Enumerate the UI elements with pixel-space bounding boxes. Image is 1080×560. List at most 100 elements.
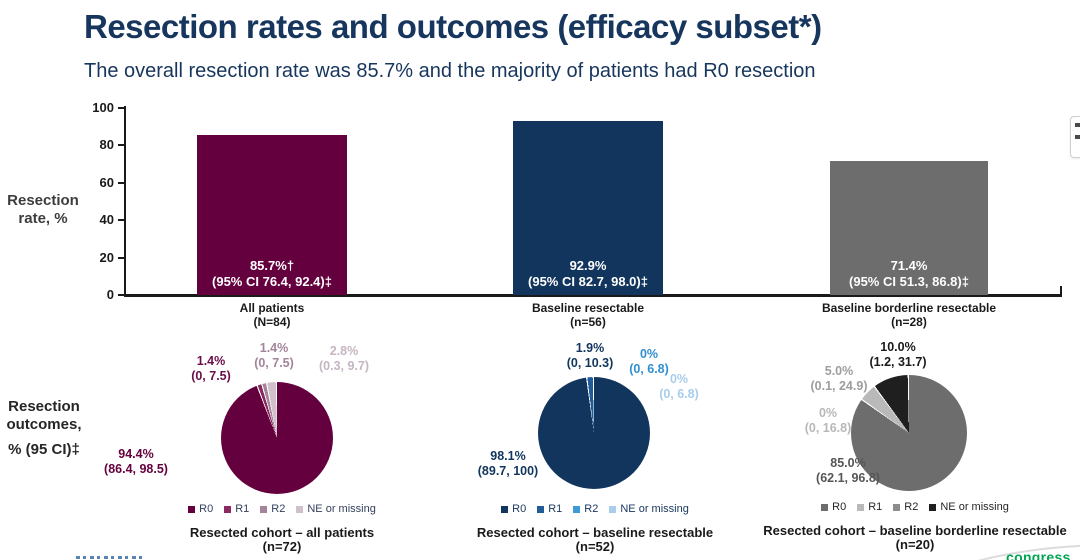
legend-item-ne-or-missing: NE or missing bbox=[296, 503, 376, 515]
pie1-callout-r0: 94.4% (86.4, 98.5) bbox=[104, 447, 168, 476]
pie1-callout-r1: 1.4% (0, 7.5) bbox=[191, 354, 231, 383]
legend-swatch-icon bbox=[893, 503, 901, 511]
category-line1: Baseline borderline resectable bbox=[821, 301, 997, 315]
legend-label: R1 bbox=[548, 503, 563, 515]
y-tick-label: 60 bbox=[99, 174, 114, 190]
outcomes-line3: % (95 CI)‡ bbox=[8, 441, 80, 458]
legend-item-r2: R2 bbox=[893, 501, 918, 513]
legend-label: R1 bbox=[235, 503, 250, 515]
bar-pct: 92.9% bbox=[569, 258, 607, 273]
outcomes-line2: outcomes, bbox=[6, 416, 82, 433]
legend-label: NE or missing bbox=[307, 503, 376, 515]
category-line2: (n=28) bbox=[891, 315, 927, 329]
page-subtitle: The overall resection rate was 85.7% and… bbox=[84, 60, 816, 82]
legend-label: R2 bbox=[271, 503, 286, 515]
y-tick-label: 80 bbox=[99, 137, 114, 153]
pie-baseline-borderline bbox=[851, 375, 967, 491]
clipped-toolbar-panel[interactable] bbox=[1070, 116, 1080, 158]
bar-baseline-resectable: 92.9% (95% CI 82.7, 98.0)‡ bbox=[513, 121, 663, 295]
legend-label: R0 bbox=[512, 503, 527, 515]
pie-baseline-resectable bbox=[538, 377, 650, 489]
legend-item-r2: R2 bbox=[573, 503, 598, 515]
legend-item-r0: R0 bbox=[821, 501, 846, 513]
pie3-callout-ne: 10.0% (1.2, 31.7) bbox=[869, 340, 927, 369]
legend-swatch-icon bbox=[296, 505, 304, 513]
bar-value-label: 92.9% (95% CI 82.7, 98.0)‡ bbox=[513, 258, 663, 295]
pie1-callout-r2: 1.4% (0, 7.5) bbox=[254, 341, 294, 370]
category-label-baseline-resectable: Baseline resectable (n=56) bbox=[478, 301, 698, 329]
legend-swatch-icon bbox=[609, 505, 617, 513]
pie3-callout-r1: 5.0% (0.1, 24.9) bbox=[810, 364, 868, 393]
legend-label: R2 bbox=[584, 503, 599, 515]
bar-pct: 85.7%† bbox=[249, 258, 295, 273]
legend-swatch-icon bbox=[573, 505, 581, 513]
y-tick-label: 40 bbox=[99, 212, 114, 228]
bar-ci: (95% CI 82.7, 98.0)‡ bbox=[528, 274, 648, 289]
pie2-callout-r1: 1.9% (0, 10.3) bbox=[566, 341, 614, 370]
category-label-baseline-borderline: Baseline borderline resectable (n=28) bbox=[779, 301, 1039, 329]
legend-item-ne-or-missing: NE or missing bbox=[609, 503, 689, 515]
legend-label: R0 bbox=[199, 503, 214, 515]
y-axis-title-line1: Resection bbox=[7, 192, 79, 209]
category-label-all-patients: All patients (N=84) bbox=[172, 301, 372, 329]
y-tick-mark bbox=[118, 256, 124, 259]
pie2-caption: Resected cohort – baseline resectable (n… bbox=[476, 525, 714, 554]
bar-baseline-borderline-resectable: 71.4% (95% CI 51.3, 86.8)‡ bbox=[830, 161, 988, 295]
pie-circle bbox=[538, 377, 650, 489]
x-axis-end-tick bbox=[1060, 286, 1062, 294]
legend-item-ne-or-missing: NE or missing bbox=[929, 501, 1009, 513]
outcomes-row-title: Resection outcomes, % (95 CI)‡ bbox=[2, 398, 86, 459]
bar-value-label: 85.7%† (95% CI 76.4, 92.4)‡ bbox=[197, 258, 347, 295]
y-tick-label: 0 bbox=[106, 287, 114, 302]
legend-label: R1 bbox=[868, 501, 883, 513]
y-axis-title-line2: rate, % bbox=[18, 210, 68, 227]
pie2-callout-r2: 0% (0, 6.8) bbox=[629, 347, 669, 376]
pie1-caption: Resected cohort – all patients (n=72) bbox=[189, 525, 375, 554]
y-tick-label: 20 bbox=[99, 249, 114, 265]
legend-label: NE or missing bbox=[940, 501, 1009, 513]
category-line1: Baseline resectable bbox=[531, 301, 645, 315]
pie2-legend: R0 R1 R2 NE or missing bbox=[480, 503, 710, 515]
toolbar-glyph bbox=[1075, 123, 1080, 127]
outcomes-line1: Resection bbox=[8, 398, 80, 415]
legend-swatch-icon bbox=[260, 505, 268, 513]
pie-all-patients bbox=[221, 382, 333, 494]
legend-item-r1: R1 bbox=[224, 503, 249, 515]
pie2-callout-ne: 0% (0, 6.8) bbox=[659, 372, 699, 401]
legend-swatch-icon bbox=[188, 505, 196, 513]
legend-swatch-icon bbox=[929, 503, 937, 511]
pie2-callout-r0: 98.1% (89.7, 100) bbox=[477, 449, 539, 478]
category-line2: (N=84) bbox=[253, 315, 291, 329]
category-line1: All patients bbox=[239, 301, 305, 315]
y-tick-mark bbox=[118, 219, 124, 222]
legend-swatch-icon bbox=[857, 503, 865, 511]
legend-item-r1: R1 bbox=[537, 503, 562, 515]
pie1-legend: R0 R1 R2 NE or missing bbox=[172, 503, 392, 515]
category-line2: (n=56) bbox=[570, 315, 606, 329]
legend-item-r0: R0 bbox=[501, 503, 526, 515]
legend-item-r2: R2 bbox=[260, 503, 285, 515]
bar-all-patients: 85.7%† (95% CI 76.4, 92.4)‡ bbox=[197, 134, 347, 295]
congress-watermark-fragment: congress bbox=[1006, 549, 1071, 560]
pie-circle bbox=[221, 382, 333, 494]
y-tick-mark bbox=[118, 107, 124, 109]
pie-circle bbox=[851, 375, 967, 491]
legend-item-r1: R1 bbox=[857, 501, 882, 513]
y-tick-mark bbox=[118, 294, 124, 296]
y-tick-label: 100 bbox=[92, 100, 114, 115]
y-axis-line bbox=[124, 106, 126, 296]
bar-value-label: 71.4% (95% CI 51.3, 86.8)‡ bbox=[830, 258, 988, 295]
pie3-caption: Resected cohort – baseline borderline re… bbox=[763, 523, 1067, 552]
y-axis-title: Resection rate, % bbox=[2, 192, 84, 228]
legend-swatch-icon bbox=[537, 505, 545, 513]
legend-label: R2 bbox=[904, 501, 919, 513]
bar-ci: (95% CI 51.3, 86.8)‡ bbox=[849, 274, 969, 289]
y-tick-mark bbox=[118, 181, 124, 184]
bar-ci: (95% CI 76.4, 92.4)‡ bbox=[212, 274, 332, 289]
page-title: Resection rates and outcomes (efficacy s… bbox=[84, 8, 822, 45]
pie1-callout-ne: 2.8% (0.3, 9.7) bbox=[318, 344, 370, 373]
clipped-footnote-fragment bbox=[76, 556, 146, 559]
bar-pct: 71.4% bbox=[890, 258, 928, 273]
legend-label: NE or missing bbox=[620, 503, 689, 515]
